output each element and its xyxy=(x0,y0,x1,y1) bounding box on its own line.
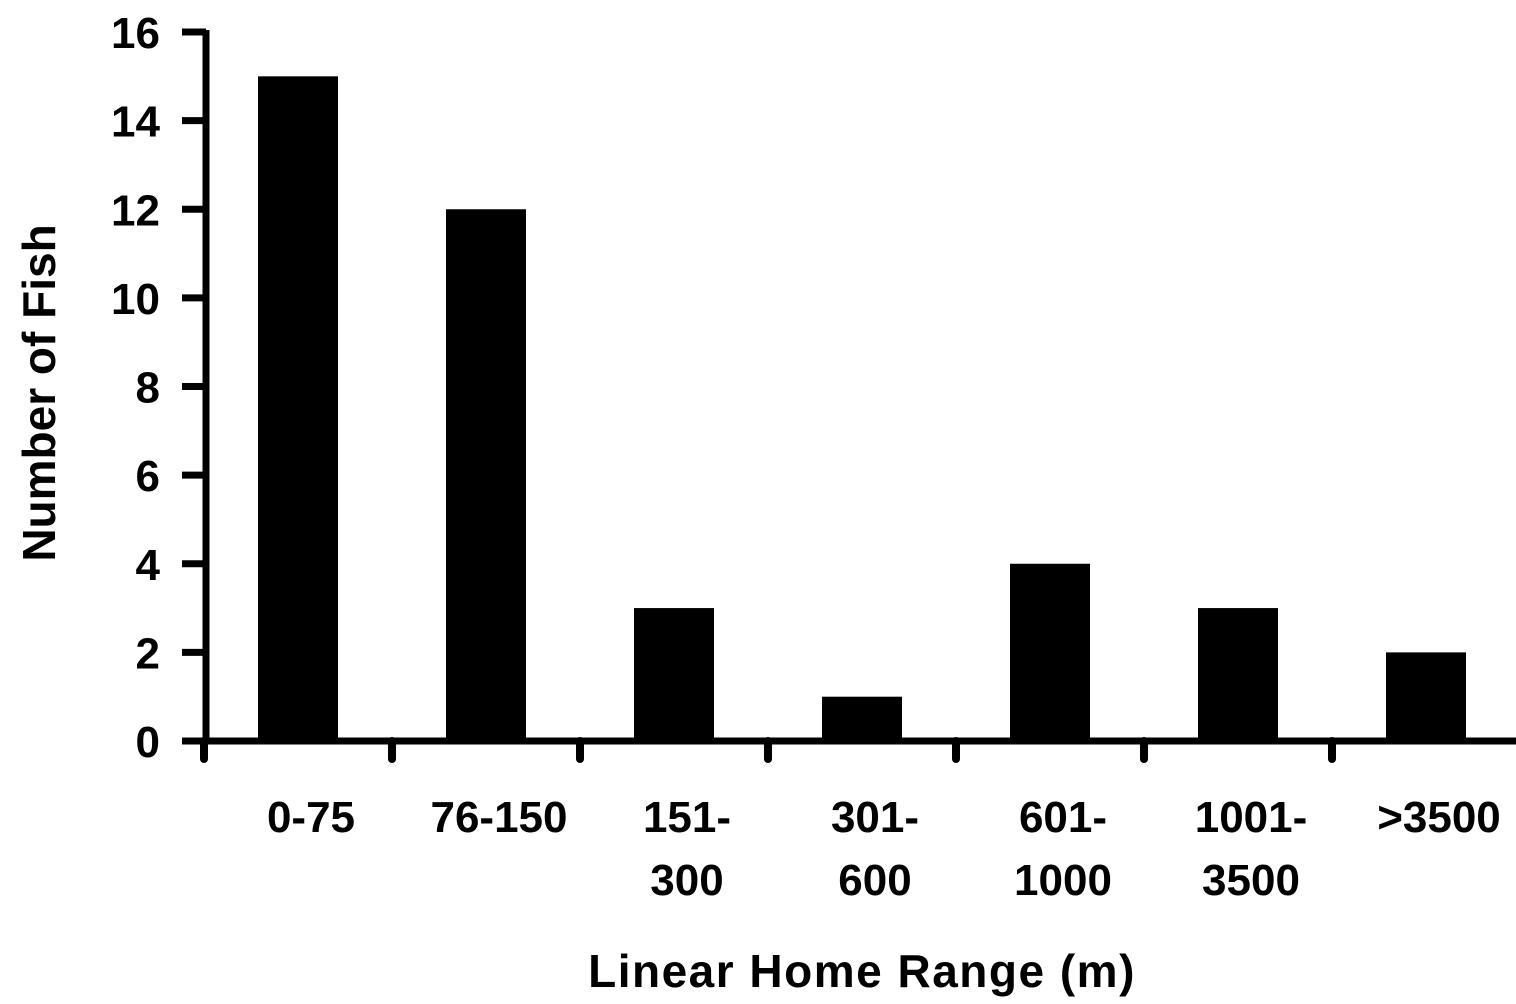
x-tick-label-line: 1001- xyxy=(1195,793,1308,842)
y-tick-label: 8 xyxy=(136,364,160,413)
y-tick-label: 0 xyxy=(136,718,160,767)
x-tick-label-line: 300 xyxy=(650,856,723,905)
x-tick-labels: 0-75 76-150 151- 300 301- 600 601- 1000 1001- 350… xyxy=(267,793,1501,905)
x-tick-label-line: 601- xyxy=(1019,793,1107,842)
y-tick-label: 4 xyxy=(136,541,161,590)
x-tick-label-line: 151- xyxy=(643,793,731,842)
x-tick-label-line: 1000 xyxy=(1014,856,1112,905)
x-tick-label: 0-75 xyxy=(267,793,355,842)
x-tick-label-line: 301- xyxy=(831,793,919,842)
y-ticks: 0 2 4 6 8 10 12 14 16 xyxy=(111,9,206,767)
axes-layer xyxy=(202,30,1516,745)
x-tick-label-line: 600 xyxy=(838,856,911,905)
y-tick-label: 14 xyxy=(111,98,160,147)
x-tick-label: 301- 600 xyxy=(831,793,919,905)
x-tick-label: 76-150 xyxy=(430,793,567,842)
bar xyxy=(1010,563,1090,741)
x-tick-label-line: >3500 xyxy=(1377,793,1501,842)
x-ticks xyxy=(200,737,1336,763)
bars-layer xyxy=(258,76,1466,741)
y-tick-label: 10 xyxy=(111,275,160,324)
bar xyxy=(822,696,902,741)
x-tick-label: 151- 300 xyxy=(643,793,731,905)
x-tick-label-line: 3500 xyxy=(1202,856,1300,905)
x-tick-label: >3500 xyxy=(1377,793,1501,842)
y-tick-label: 6 xyxy=(136,452,160,501)
x-tick-label-line: 76-150 xyxy=(430,793,567,842)
y-tick-label: 2 xyxy=(136,629,160,678)
bar xyxy=(634,608,714,741)
bar xyxy=(1386,652,1466,741)
bar xyxy=(258,76,338,741)
x-tick-label: 1001- 3500 xyxy=(1195,793,1308,905)
y-axis-title: Number of Fish xyxy=(13,224,65,561)
y-tick-label: 12 xyxy=(111,186,160,235)
x-tick-label-line: 0-75 xyxy=(267,793,355,842)
y-tick-label: 16 xyxy=(111,9,160,58)
x-axis-title: Linear Home Range (m) xyxy=(588,945,1136,997)
x-tick-label: 601- 1000 xyxy=(1014,793,1112,905)
bar xyxy=(446,209,526,741)
bar xyxy=(1198,608,1278,741)
